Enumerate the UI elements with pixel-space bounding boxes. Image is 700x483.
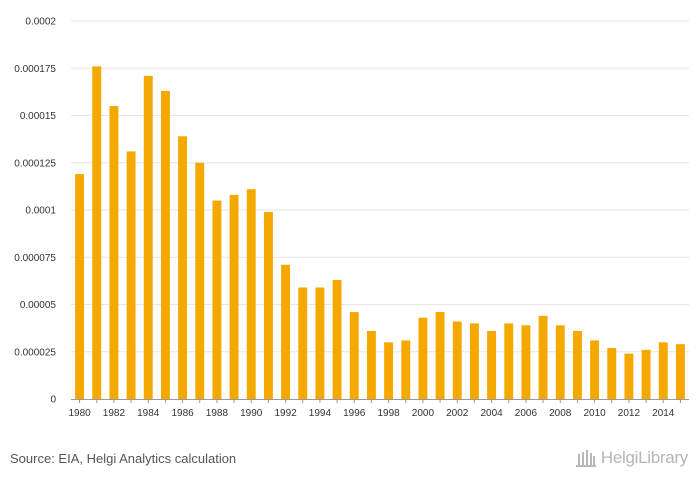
x-tick-label: 2010 [583, 408, 606, 419]
y-tick-label: 0.00005 [20, 300, 57, 311]
bar-1999[interactable] [401, 340, 411, 399]
x-tick-label: 1986 [171, 408, 194, 419]
x-tick-label: 1992 [274, 408, 297, 419]
bar-2011[interactable] [607, 347, 617, 399]
x-tick-label: 2002 [446, 408, 469, 419]
bar-1993[interactable] [298, 287, 308, 399]
bar-1991[interactable] [263, 211, 273, 399]
bar-1997[interactable] [366, 330, 376, 399]
source-note: Source: EIA, Helgi Analytics calculation [10, 451, 237, 466]
bar-2001[interactable] [435, 312, 445, 399]
bar-1995[interactable] [332, 279, 342, 399]
bar-2004[interactable] [487, 330, 497, 399]
x-tick-label: 1996 [343, 408, 366, 419]
x-tick-label: 1980 [68, 408, 91, 419]
y-axis: 0 0.000025 0.00005 0.000075 0.0001 0.000125 0.… [14, 17, 56, 406]
bar-2000[interactable] [418, 317, 428, 399]
y-tick-label: 0.0001 [25, 206, 56, 217]
bar-1990[interactable] [246, 189, 256, 399]
bar-1985[interactable] [160, 90, 170, 400]
bar-1989[interactable] [229, 194, 239, 399]
x-tick-label: 1984 [137, 408, 160, 419]
bar-1994[interactable] [315, 287, 325, 399]
bar-1992[interactable] [281, 264, 291, 399]
bar-1982[interactable] [109, 106, 119, 400]
bar-2010[interactable] [590, 340, 600, 399]
bar-1981[interactable] [92, 66, 102, 400]
x-tick-label: 2000 [412, 408, 435, 419]
bar-2006[interactable] [521, 325, 531, 399]
x-tick-label: 1998 [377, 408, 400, 419]
y-tick-label: 0.000125 [14, 158, 56, 169]
bar-1980[interactable] [75, 174, 85, 399]
bar-2007[interactable] [538, 315, 548, 399]
bar-2012[interactable] [624, 353, 634, 399]
x-axis: 1980 1982 1984 1986 1988 1990 1992 1994 1996 1998… [68, 399, 689, 419]
bar-chart: 0 0.000025 0.00005 0.000075 0.0001 0.000125 0.… [14, 17, 689, 419]
bar-1984[interactable] [143, 75, 153, 399]
bar-1988[interactable] [212, 200, 222, 399]
bar-2015[interactable] [675, 344, 685, 399]
y-tick-label: 0.00015 [20, 111, 57, 122]
y-tick-label: 0 [50, 395, 56, 406]
bar-2002[interactable] [452, 321, 462, 399]
x-tick-label: 2014 [652, 408, 675, 419]
bar-1983[interactable] [126, 151, 136, 399]
bar-1987[interactable] [195, 162, 205, 399]
bar-2014[interactable] [658, 342, 668, 399]
logo-text: HelgiLibrary [600, 448, 688, 467]
bar-2009[interactable] [572, 330, 582, 399]
x-tick-label: 2006 [515, 408, 538, 419]
y-tick-label: 0.000175 [14, 64, 56, 75]
gridlines [71, 20, 689, 353]
bar-2008[interactable] [555, 325, 565, 399]
x-tick-label: 1988 [206, 408, 229, 419]
y-tick-label: 0.000075 [14, 253, 56, 264]
x-tick-label: 2012 [618, 408, 641, 419]
x-tick-label: 1982 [103, 408, 126, 419]
y-tick-label: 0.000025 [14, 347, 56, 358]
bar-1998[interactable] [384, 342, 394, 399]
x-tick-label: 2004 [480, 408, 503, 419]
bar-2003[interactable] [469, 323, 479, 399]
bar-2005[interactable] [504, 323, 514, 399]
helgi-library-logo[interactable]: HelgiLibrary [575, 448, 688, 468]
bar-2013[interactable] [641, 349, 651, 399]
x-tick-label: 2008 [549, 408, 572, 419]
library-building-icon [575, 450, 596, 467]
bars [75, 66, 685, 400]
footer: Source: EIA, Helgi Analytics calculation… [0, 440, 700, 483]
y-tick-label: 0.0002 [25, 17, 56, 28]
bar-1996[interactable] [349, 312, 359, 399]
x-tick-label: 1990 [240, 408, 263, 419]
x-tick-label: 1994 [309, 408, 332, 419]
bar-1986[interactable] [178, 136, 188, 400]
